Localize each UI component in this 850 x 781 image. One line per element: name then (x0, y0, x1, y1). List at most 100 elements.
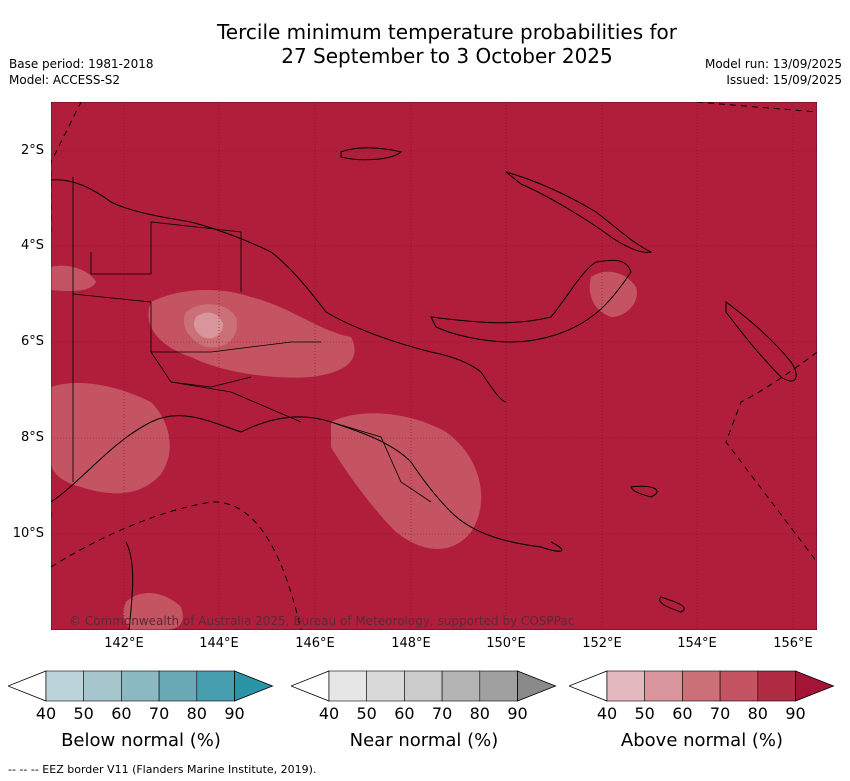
above-colorbar-tick-label: 50 (634, 704, 655, 723)
patch-new-britain (589, 271, 637, 317)
near-colorbar-tick-label: 80 (469, 704, 490, 723)
copyright-text: © Commonwealth of Australia 2025, Bureau… (69, 614, 574, 628)
above-colorbar-segment (757, 670, 796, 702)
lat-label-6s: 6°S (20, 334, 44, 349)
above-colorbar-tick-label: 90 (785, 704, 806, 723)
lat-label-8s: 8°S (20, 430, 44, 445)
colorbar-below-scale (6, 670, 274, 702)
eez-west-north (51, 102, 82, 232)
below-colorbar-tick-label: 50 (73, 704, 94, 723)
model-name: Model: ACCESS-S2 (9, 73, 121, 87)
border-western (72, 293, 252, 388)
lon-label-156e: 156°E (773, 636, 813, 651)
border-highlands (151, 341, 321, 353)
lon-label-154e: 154°E (677, 636, 717, 651)
near-colorbar-tick-label: 60 (394, 704, 415, 723)
below-colorbar-segment (45, 670, 85, 702)
near-colorbar-segment (328, 670, 368, 702)
near-colorbar-segment (441, 670, 481, 702)
lon-label-152e: 152°E (582, 636, 622, 651)
colorbar-near-label: Near normal (%) (349, 730, 499, 751)
near-colorbar-tick-label: 50 (356, 704, 377, 723)
cape-york-coast (125, 541, 134, 630)
near-colorbar-segment (479, 670, 518, 702)
near-colorbar-segment (366, 670, 405, 702)
model-run: Model run: 13/09/2025 (704, 57, 842, 71)
base-period: Base period: 1981-2018 (9, 57, 154, 71)
above-colorbar-segment (644, 670, 683, 702)
lat-label-10s: 10°S (12, 526, 44, 541)
above-colorbar-tick-label: 80 (747, 704, 768, 723)
near-colorbar-segment (404, 670, 443, 702)
colorbar-near (289, 670, 557, 706)
eez-east (725, 351, 817, 563)
patch-highlands-peak (193, 312, 223, 339)
island-coast-1 (630, 485, 658, 498)
near-colorbar-tick-label: 40 (318, 704, 340, 723)
below-colorbar-segment (158, 670, 198, 702)
border-gulf (170, 381, 302, 423)
probability-patches (51, 265, 637, 630)
new-ireland-coast (505, 171, 653, 253)
title-line-2: 27 September to 3 October 2025 (281, 44, 613, 68)
colorbar-below (6, 670, 274, 706)
lon-label-146e: 146°E (295, 636, 335, 651)
manus-coast (340, 147, 403, 161)
graticule (51, 102, 817, 630)
below-colorbar-segment (83, 670, 122, 702)
below-colorbar-under-arrow (6, 670, 47, 702)
lon-label-150e: 150°E (486, 636, 526, 651)
island-coast-2 (659, 596, 685, 613)
above-colorbar-tick-label: 40 (596, 704, 618, 723)
patch-south-west (51, 382, 170, 494)
eez-south (51, 501, 302, 630)
probability-map: © Commonwealth of Australia 2025, Bureau… (51, 102, 817, 630)
border-sandaun (90, 221, 242, 292)
eez-footer-note: -- -- -- EEZ border V11 (Flanders Marine… (8, 763, 317, 776)
above-colorbar-segment (606, 670, 646, 702)
border-central (330, 421, 432, 503)
near-colorbar-over-arrow (517, 670, 557, 702)
below-colorbar-over-arrow (234, 670, 274, 702)
patch-central (297, 336, 341, 364)
below-colorbar-tick-label: 90 (224, 704, 245, 723)
meta-left: Base period: 1981-2018 Model: ACCESS-S2 (9, 56, 154, 88)
eez-north-east (696, 102, 817, 113)
below-colorbar-tick-label: 70 (148, 704, 170, 723)
colorbar-above-scale (567, 670, 835, 702)
below-colorbar-tick-label: 40 (35, 704, 57, 723)
lon-label-144e: 144°E (199, 636, 239, 651)
eez-borders (51, 102, 817, 630)
below-colorbar-segment (196, 670, 235, 702)
below-colorbar-tick-label: 60 (111, 704, 132, 723)
map-background (51, 102, 817, 630)
meta-right: Model run: 13/09/2025 Issued: 15/09/2025 (705, 56, 842, 88)
near-colorbar-tick-label: 70 (431, 704, 453, 723)
title-line-1: Tercile minimum temperature probabilitie… (216, 20, 678, 44)
lat-label-4s: 4°S (20, 238, 44, 253)
patch-cape-york (123, 592, 183, 630)
near-colorbar-under-arrow (289, 670, 330, 702)
above-colorbar-over-arrow (795, 670, 835, 702)
near-colorbar-tick-label: 90 (507, 704, 528, 723)
new-britain-coast (430, 259, 632, 343)
issued-date: Issued: 15/09/2025 (726, 73, 842, 87)
patch-west-edge (51, 265, 96, 292)
above-colorbar-under-arrow (567, 670, 608, 702)
lon-label-148e: 148°E (391, 636, 431, 651)
above-colorbar-segment (719, 670, 759, 702)
above-colorbar-tick-label: 60 (672, 704, 693, 723)
above-colorbar-segment (682, 670, 721, 702)
province-borders (72, 177, 432, 503)
lat-label-2s: 2°S (20, 143, 44, 158)
lon-label-142e: 142°E (104, 636, 144, 651)
below-colorbar-segment (121, 670, 160, 702)
colorbar-above-label: Above normal (%) (620, 730, 784, 751)
new-guinea-north-coast (51, 179, 507, 403)
patch-papuan-peninsula (331, 413, 482, 549)
above-colorbar-tick-label: 70 (709, 704, 731, 723)
new-guinea-south-coast (51, 415, 563, 552)
bougainville-coast (725, 300, 797, 382)
below-colorbar-tick-label: 80 (186, 704, 207, 723)
colorbar-near-scale (289, 670, 557, 702)
